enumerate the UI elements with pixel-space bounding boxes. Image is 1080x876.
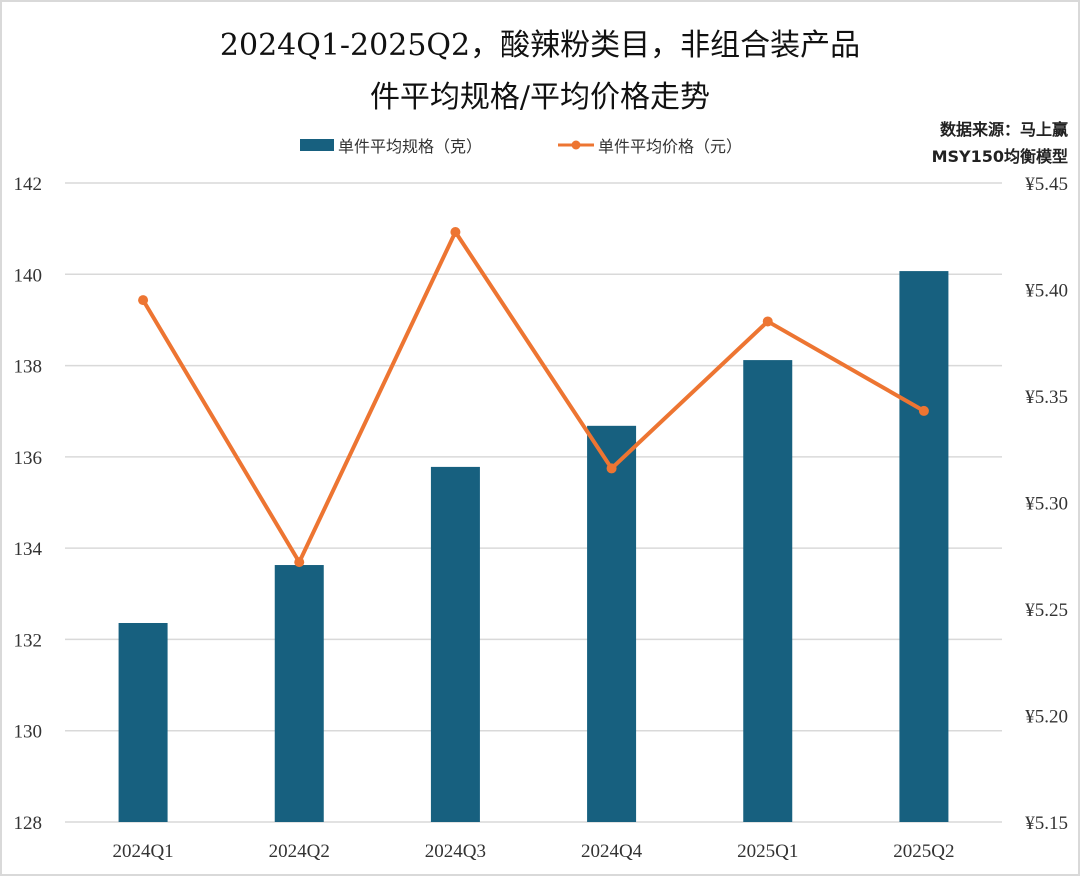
x-axis-tick-label: 2024Q1 (112, 841, 173, 862)
x-axis-tick-label: 2024Q2 (269, 841, 330, 862)
left-axis-tick-label: 128 (14, 813, 43, 834)
left-axis-tick-label: 138 (14, 357, 43, 378)
x-axis-ticks: 2024Q1 2024Q2 2024Q3 2024Q4 2025Q1 2025Q2 (112, 841, 954, 862)
left-axis-tick-label: 130 (14, 722, 43, 743)
price-point-2025Q1 (762, 316, 773, 327)
left-axis-tick-label: 132 (14, 630, 43, 651)
x-axis-tick-label: 2024Q4 (581, 841, 643, 862)
legend-item-line: 单件平均价格（元） (556, 133, 742, 157)
left-axis-tick-label: 140 (14, 265, 43, 286)
data-source-label: 数据来源：马上赢 (939, 120, 1068, 139)
chart-title-line2: 件平均规格/平均价格走势 (369, 80, 711, 115)
right-axis-tick-label: ¥5.20 (1025, 707, 1068, 728)
chart-title-line1: 2024Q1-2025Q2，酸辣粉类目，非组合装产品 (219, 28, 861, 63)
left-axis-tick-label: 136 (14, 448, 43, 469)
legend-bar-swatch-icon (300, 139, 334, 151)
price-line (141, 229, 925, 565)
gridlines (65, 182, 1002, 823)
right-axis-tick-label: ¥5.25 (1025, 600, 1068, 621)
bar-2025Q1 (743, 360, 793, 822)
x-axis-tick-label: 2025Q2 (893, 841, 954, 862)
legend-line-marker-icon (558, 140, 594, 150)
line-series (138, 226, 929, 568)
price-point-2024Q2 (294, 557, 305, 568)
bar-series (118, 271, 949, 823)
data-model-label: MSY150均衡模型 (931, 147, 1068, 166)
right-axis-tick-label: ¥5.40 (1025, 281, 1068, 302)
right-axis-ticks: ¥5.15 ¥5.20 ¥5.25 ¥5.30 ¥5.35 ¥5.40 ¥5.45 (1025, 174, 1068, 834)
bar-2025Q2 (899, 271, 949, 823)
right-axis-tick-label: ¥5.30 (1025, 494, 1068, 515)
price-point-2024Q1 (138, 295, 149, 306)
bar-2024Q1 (118, 622, 168, 822)
legend-bar-label: 单件平均规格（克） (338, 137, 483, 156)
price-point-2025Q2 (918, 405, 929, 416)
right-axis-tick-label: ¥5.15 (1025, 813, 1068, 834)
price-point-2024Q3 (450, 226, 461, 237)
price-point-2024Q4 (606, 463, 617, 474)
left-axis-tick-label: 142 (14, 174, 43, 195)
x-axis-tick-label: 2024Q3 (425, 841, 486, 862)
left-axis-ticks: 128 130 132 134 136 138 140 142 (14, 174, 43, 834)
bar-2024Q4 (587, 425, 637, 822)
legend-item-bar: 单件平均规格（克） (300, 133, 482, 157)
right-axis-tick-label: ¥5.35 (1025, 387, 1068, 408)
x-axis-tick-label: 2025Q1 (737, 841, 798, 862)
left-axis-tick-label: 134 (14, 539, 43, 560)
bar-2024Q3 (430, 466, 480, 822)
right-axis-tick-label: ¥5.45 (1025, 174, 1068, 195)
bar-2024Q2 (274, 565, 324, 822)
legend-line-label: 单件平均价格（元） (598, 137, 743, 156)
